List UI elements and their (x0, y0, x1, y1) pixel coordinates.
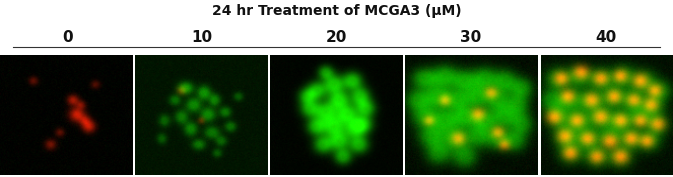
Text: 0: 0 (62, 30, 73, 45)
Text: 30: 30 (460, 30, 482, 45)
Text: 10: 10 (191, 30, 213, 45)
Text: 20: 20 (326, 30, 347, 45)
Text: 40: 40 (595, 30, 616, 45)
Text: 24 hr Treatment of MCGA3 (μM): 24 hr Treatment of MCGA3 (μM) (212, 4, 461, 18)
